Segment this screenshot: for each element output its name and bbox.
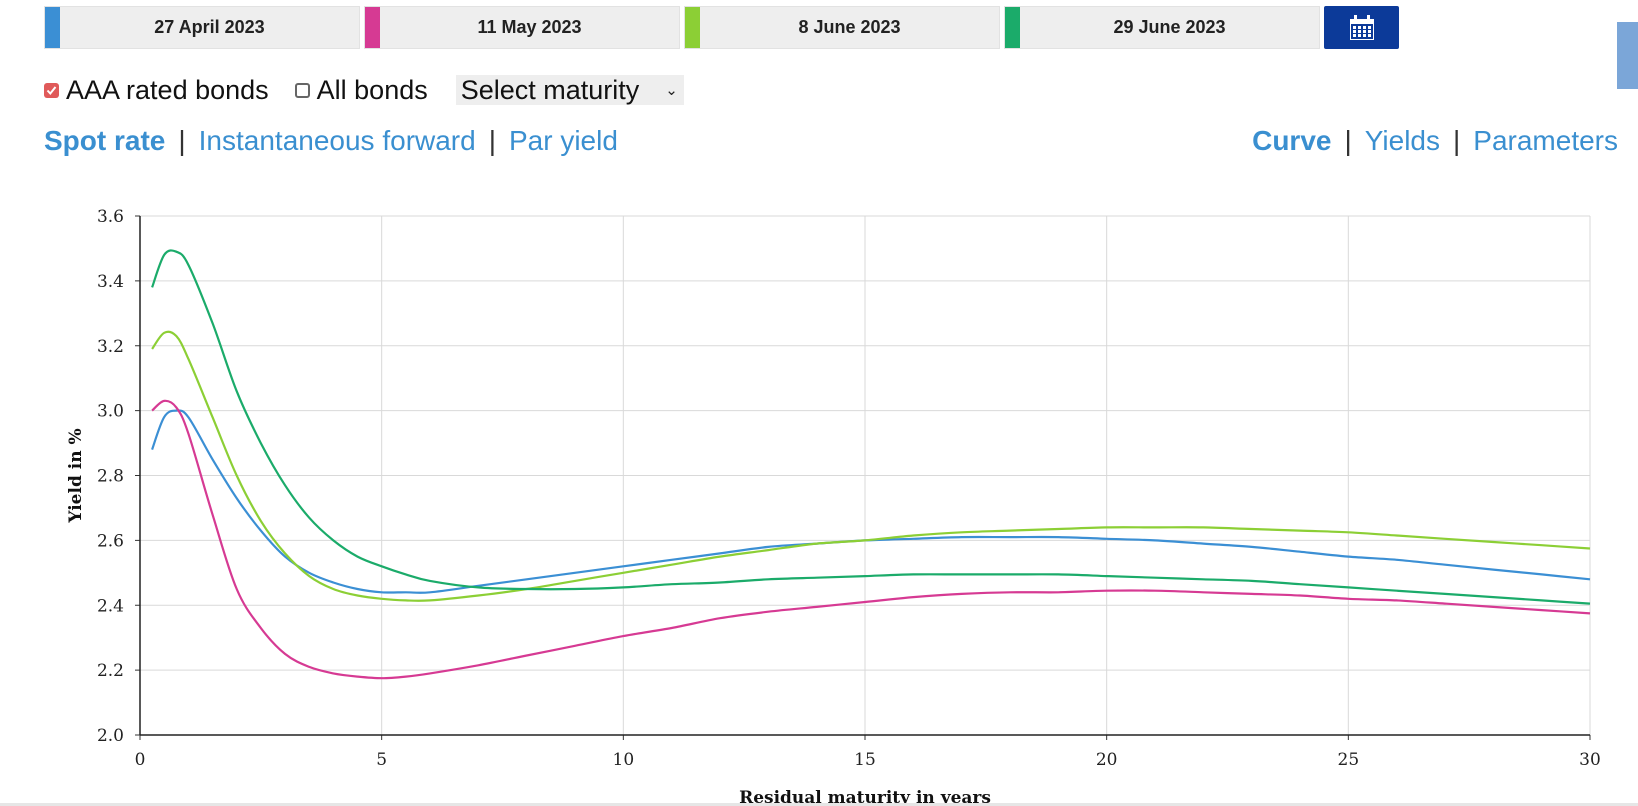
date-color-strip [685, 7, 700, 48]
date-button-4[interactable]: 29 June 2023 [1004, 6, 1320, 49]
y-tick-label: 3.2 [97, 337, 124, 357]
link-separator: | [178, 125, 186, 156]
x-tick-label: 30 [1579, 750, 1601, 770]
aaa-checkbox[interactable] [44, 82, 59, 98]
link-separator: | [488, 125, 496, 156]
view-links: Curve | Yields | Parameters [1252, 122, 1618, 160]
y-tick-label: 3.0 [97, 402, 124, 422]
date-button-1[interactable]: 27 April 2023 [44, 6, 360, 49]
all-bonds-label: All bonds [316, 74, 428, 105]
series-line-2 [151, 399, 1591, 680]
chart-grid [139, 215, 1591, 736]
y-axis-title: Yield in % [66, 428, 86, 523]
y-tick-label: 2.0 [97, 726, 124, 746]
all-bonds-checkbox[interactable] [294, 82, 310, 98]
par-yield-link[interactable]: Par yield [508, 125, 618, 156]
x-tick-label: 15 [854, 750, 876, 770]
y-tick-label: 3.4 [97, 272, 124, 292]
chart-axes [135, 215, 1591, 740]
y-tick-label: 2.4 [97, 596, 124, 616]
all-bonds-option[interactable]: All bonds [294, 74, 428, 106]
spot-rate-link[interactable]: Spot rate [44, 125, 166, 156]
chevron-down-icon: ⌄ [665, 82, 678, 99]
check-icon [46, 85, 57, 95]
maturity-select[interactable]: Select maturity ⌄ [455, 74, 684, 105]
x-tick-label: 25 [1338, 750, 1360, 770]
y-tick-label: 2.2 [97, 661, 124, 681]
y-tick-label: 2.8 [97, 467, 124, 487]
date-label: 27 April 2023 [154, 17, 265, 37]
calendar-icon [1349, 14, 1374, 40]
x-tick-label: 0 [135, 750, 146, 770]
y-tick-label: 2.6 [97, 531, 124, 551]
parameters-link[interactable]: Parameters [1473, 125, 1618, 156]
series-line-1 [151, 409, 1591, 594]
series-line-4 [151, 249, 1591, 605]
date-label: 8 June 2023 [798, 17, 901, 37]
aaa-bonds-option[interactable]: AAA rated bonds [44, 75, 269, 106]
maturity-select-value: Select maturity [460, 74, 640, 105]
date-color-strip [365, 7, 380, 48]
x-tick-label: 10 [613, 750, 635, 770]
date-color-strip [1005, 7, 1020, 48]
chart-labels: 0 5 10 15 20 25 30 2.0 2.2 2.4 2.6 2.8 3.0 3.2 3.4 3.6 [97, 207, 1601, 770]
x-tick-label: 20 [1096, 750, 1118, 770]
side-panel-tab[interactable] [1617, 22, 1638, 89]
footer-divider [0, 803, 1638, 806]
yields-link[interactable]: Yields [1364, 125, 1440, 156]
x-tick-label: 5 [376, 750, 387, 770]
curve-link[interactable]: Curve [1252, 125, 1332, 156]
date-button-2[interactable]: 11 May 2023 [364, 6, 680, 49]
date-button-3[interactable]: 8 June 2023 [684, 6, 1000, 49]
rate-type-links: Spot rate | Instantaneous forward | Par … [44, 122, 618, 160]
x-axis-title: Residual maturity in years [739, 788, 991, 806]
chart-series [151, 249, 1591, 680]
date-label: 29 June 2023 [1113, 17, 1226, 37]
link-separator: | [1344, 125, 1352, 156]
bond-options: AAA rated bonds All bonds Select maturit… [44, 70, 684, 110]
y-tick-label: 3.6 [97, 207, 124, 227]
date-label: 11 May 2023 [477, 17, 582, 37]
calendar-button[interactable] [1324, 6, 1399, 49]
instantaneous-forward-link[interactable]: Instantaneous forward [198, 125, 476, 156]
series-line-3 [151, 330, 1591, 602]
aaa-bonds-label: AAA rated bonds [66, 74, 269, 105]
date-color-strip [45, 7, 60, 48]
link-separator: | [1453, 125, 1461, 156]
